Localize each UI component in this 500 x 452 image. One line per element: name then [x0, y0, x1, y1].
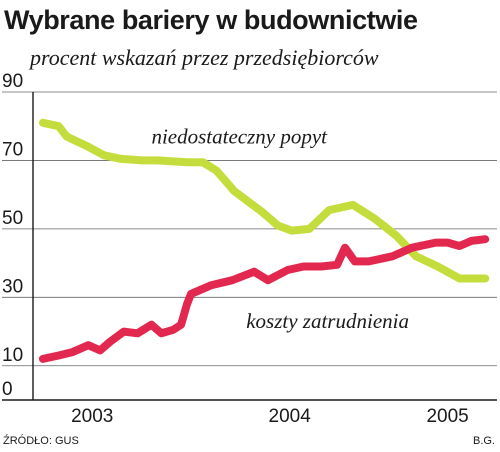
x-tick-label: 2004 [269, 406, 312, 427]
author-initials: B.G. [472, 435, 495, 447]
y-tick-label: 50 [2, 208, 23, 229]
source-note: ŹRÓDŁO: GUS [3, 435, 79, 447]
y-tick-label: 70 [2, 139, 23, 160]
series-line-koszty [38, 235, 490, 363]
series-layer [38, 118, 490, 363]
series-label: niedostateczny popyt [151, 124, 328, 148]
grid-layer [2, 91, 497, 367]
series-line-popyt [38, 118, 490, 283]
x-tick-label: 2003 [71, 406, 113, 427]
chart-title: Wybrane bariery w budownictwie [4, 5, 418, 35]
annotation-layer: niedostateczny popyt koszty zatrudnienia [151, 124, 409, 333]
y-tick-label: 0 [2, 379, 13, 400]
y-tick-label: 90 [2, 71, 23, 92]
x-tick-label: 2005 [426, 406, 468, 427]
y-tick-label: 10 [2, 345, 23, 366]
series-label: koszty zatrudnienia [246, 309, 409, 333]
axis-layer: 0 10 30 50 70 90 2003 2004 2005 [2, 71, 497, 427]
chart-subtitle: procent wskazań przez przedsiębiorców [30, 45, 379, 70]
y-tick-label: 30 [2, 276, 23, 297]
